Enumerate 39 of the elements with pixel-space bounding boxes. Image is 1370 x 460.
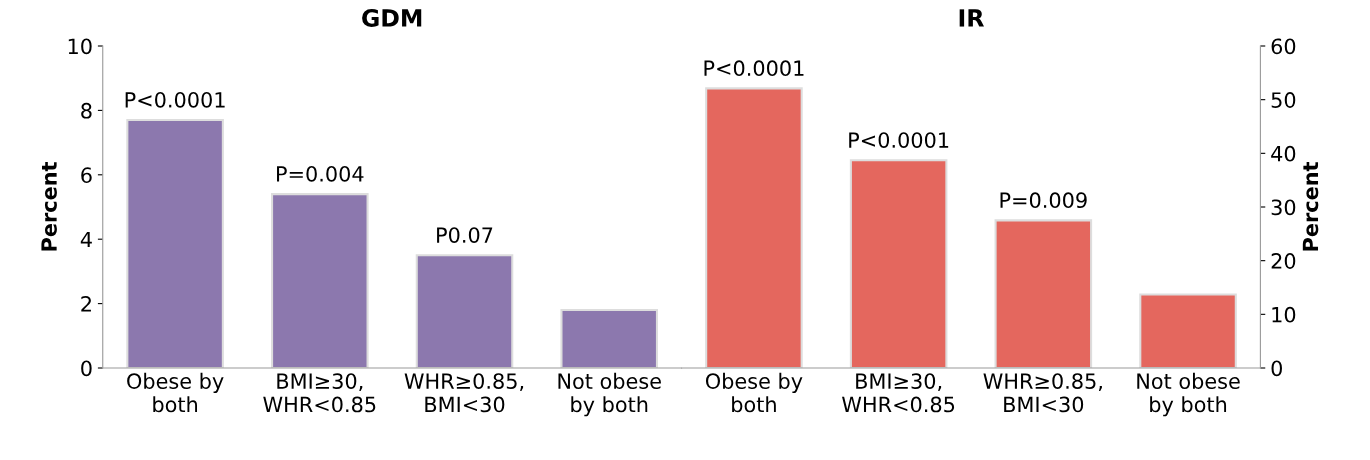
y-tick-label: 10	[68, 38, 92, 55]
chart-title: GDM	[362, 9, 422, 27]
y-tick-label: 2	[81, 296, 91, 312]
y-tick-label: 50	[1271, 92, 1296, 108]
y-axis-title: Percent	[1302, 162, 1319, 251]
bar	[126, 119, 224, 368]
y-tick-label: 0	[1271, 360, 1282, 377]
annotation: P=0.004	[277, 165, 364, 182]
x-tick-label: Not obese by both	[558, 372, 661, 417]
bar	[994, 219, 1093, 368]
y-tick-label: 40	[1271, 145, 1296, 162]
y-tick-label: 20	[1271, 253, 1296, 269]
bar	[705, 87, 803, 368]
x-tick-label: Obese by both	[127, 372, 224, 413]
chart-title: IR	[959, 9, 984, 27]
annotation: P<0.0001	[849, 132, 949, 148]
bar	[271, 193, 369, 368]
y-axis-title: Percent	[41, 162, 57, 251]
x-tick-label: WHR≥0.85, BMI<30	[983, 373, 1102, 413]
bar	[849, 159, 948, 368]
y-tick-label: 6	[81, 167, 92, 184]
y-tick-label: 4	[80, 231, 92, 248]
x-tick-label: Not obese by both	[1137, 372, 1240, 417]
bar	[415, 254, 514, 368]
annotation: P<0.0001	[704, 60, 804, 77]
y-tick-label: 8	[81, 102, 92, 119]
annotation: P<0.0001	[125, 91, 225, 108]
bar	[560, 309, 659, 368]
x-tick-label: BMI≥30, WHR<0.85	[842, 373, 955, 413]
y-tick-label: 0	[81, 360, 92, 377]
annotation: P0.07	[437, 227, 493, 243]
x-tick-label: Obese by both	[705, 372, 803, 413]
y-tick-label: 10	[1272, 306, 1296, 323]
bar	[1139, 293, 1237, 368]
y-tick-label: 30	[1271, 199, 1296, 216]
x-tick-label: WHR≥0.85, BMI<30	[404, 373, 524, 413]
annotation: P=0.009	[1000, 192, 1087, 209]
x-tick-label: BMI≥30, WHR<0.85	[263, 373, 376, 413]
y-tick-label: 60	[1271, 38, 1296, 55]
